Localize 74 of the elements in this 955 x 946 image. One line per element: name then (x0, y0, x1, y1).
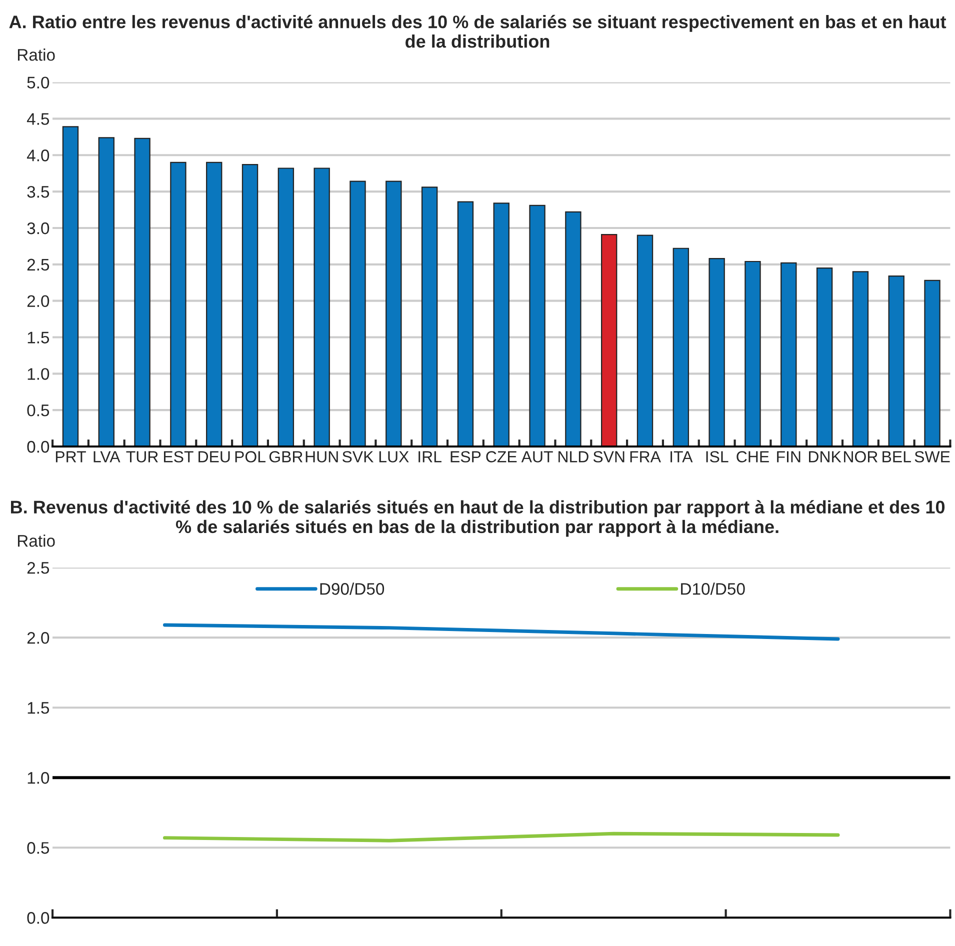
y-tick-label: 1.5 (28, 332, 50, 344)
bar (242, 164, 258, 447)
y-tick-label: 1.0 (28, 772, 50, 784)
x-tick-label: ITA (670, 451, 693, 462)
bar (170, 162, 186, 447)
bar (529, 204, 546, 447)
y-tick-label: 1.0 (28, 368, 50, 380)
bar (206, 162, 222, 447)
bar (780, 262, 797, 447)
y-tick-label: 1.5 (28, 702, 50, 714)
bar (852, 271, 869, 447)
x-tick-label: SWE (914, 451, 950, 462)
x-tick-label: FIN (777, 451, 800, 462)
x-tick-label: DEU (198, 451, 230, 462)
bar (493, 202, 510, 447)
x-tick-label: IRL (418, 451, 442, 462)
y-tick-label: 5.0 (27, 76, 50, 89)
y-tick-label: 4.0 (26, 150, 50, 162)
line-series (163, 623, 840, 641)
bar (708, 258, 725, 447)
bar (457, 201, 474, 447)
legend-label: D10/D50 (681, 582, 745, 595)
x-tick-label: BEL (882, 451, 911, 462)
x-tick-label: DNK (808, 451, 842, 462)
bar (386, 180, 402, 447)
x-tick-label: NLD (558, 451, 588, 462)
y-tick-label: 2.5 (27, 258, 50, 271)
y-tick-label: 3.5 (27, 186, 50, 198)
bar (62, 126, 79, 447)
y-tick-label: 3.0 (27, 222, 50, 234)
x-tick-label: LVA (94, 451, 120, 462)
x-tick-label: SVN (593, 451, 624, 462)
bar (565, 211, 582, 447)
x-tick-label: FRA (630, 451, 661, 462)
x-tick-label: CHE (736, 451, 769, 462)
x-tick-label: ISL (706, 451, 728, 462)
x-tick-label: ESP (450, 451, 481, 462)
y-tick-label: 0.5 (27, 842, 50, 854)
bar (601, 234, 618, 447)
y-axis-title: Ratio (18, 48, 55, 61)
x-tick-label: PRT (56, 451, 86, 462)
y-tick-label: 0.0 (27, 912, 50, 924)
y-tick-label: 2.0 (27, 632, 50, 644)
x-tick-label: CZE (486, 451, 517, 462)
bar (134, 138, 150, 447)
legend-label: D90/D50 (320, 582, 384, 595)
x-tick-label: LUX (379, 451, 409, 462)
bar (350, 180, 366, 447)
bar (98, 137, 114, 447)
x-tick-label: TUR (126, 451, 158, 462)
bar (672, 248, 690, 447)
x-tick-label: NOR (844, 451, 878, 462)
x-tick-label: EST (164, 451, 194, 462)
y-tick-label: 0.5 (27, 404, 50, 416)
bar (924, 280, 940, 447)
x-tick-label: HUN (306, 451, 338, 462)
bar (278, 168, 294, 447)
x-tick-label: AUT (521, 451, 553, 462)
y-tick-label: 0.0 (27, 440, 50, 453)
x-tick-label: POL (235, 451, 266, 462)
bar (888, 276, 904, 447)
bar (636, 234, 654, 447)
x-tick-label: GBR (269, 451, 302, 462)
y-tick-label: 4.5 (26, 113, 50, 125)
y-axis-title: Ratio (18, 534, 55, 547)
y-tick-label: 2.0 (27, 295, 50, 308)
bar (816, 267, 833, 447)
bar (421, 186, 438, 447)
x-tick-label: SVK (342, 451, 374, 462)
chart-title: A. Ratio entre les revenus d'activité annuels des 10 % de salariés se situant respectivement en bas et en haut de la distribution (9, 14, 946, 48)
y-tick-label: 2.5 (27, 562, 50, 574)
line-series (163, 832, 840, 842)
bar (744, 260, 761, 447)
bar (314, 168, 330, 447)
